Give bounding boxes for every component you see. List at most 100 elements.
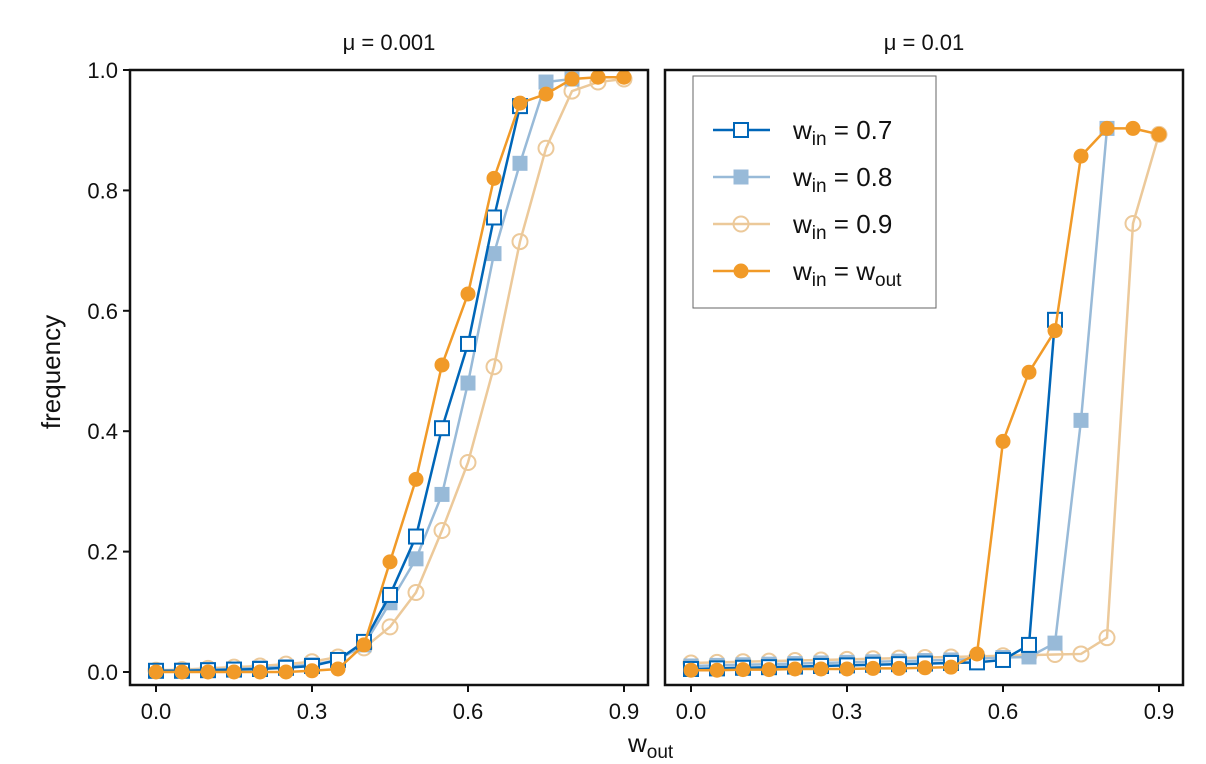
panel-frame [663,68,1185,687]
data-point [1047,323,1063,339]
data-point [995,433,1011,449]
data-point [917,660,933,676]
y-axis-label: frequency [36,315,66,429]
data-point [512,95,528,111]
legend-label: win = 0.9 [792,209,892,244]
series-2 [147,70,633,679]
x-axis-label: wout [627,728,674,763]
data-point [616,69,632,85]
legend-marker [732,215,750,233]
series-1 [148,71,580,679]
y-tick-label: 1.0 [87,58,118,83]
data-point [538,86,554,102]
x-tick-label: 0.9 [609,699,640,724]
data-point [460,286,476,302]
y-tick-label: 0.4 [87,419,118,444]
series-line [155,77,573,673]
panel-frame [128,68,650,687]
data-point [1098,629,1116,647]
x-tick-label: 0.3 [832,699,863,724]
legend-label: win = 0.8 [792,162,892,197]
data-point [304,663,320,679]
legend-label: win = wout [792,256,902,291]
data-point [683,662,699,678]
data-point [1099,120,1115,136]
data-point [865,660,881,676]
data-point [1125,120,1141,136]
data-point [512,155,528,171]
panel-title: μ = 0.01 [884,30,965,55]
data-point [382,586,398,603]
y-tick-label: 0.0 [87,660,118,685]
x-tick-label: 0.6 [988,699,1019,724]
data-point [252,664,268,680]
data-point [511,233,529,251]
data-point [1021,364,1037,380]
data-point [278,664,294,680]
data-point [148,664,164,680]
panel-1: μ = 0.01 0.0 0.3 0.6 0.9 [663,30,1185,724]
data-point [434,420,450,437]
data-point [486,246,502,262]
series-line [155,77,625,672]
legend-marker [733,122,749,138]
data-point [226,664,242,680]
y-tick-label: 0.2 [87,540,118,565]
data-point [460,375,476,391]
data-point [434,357,450,373]
data-point [1073,148,1089,164]
panel-0: μ = 0.001 0.0 0.3 0.6 0.9 0.0 0.2 0.4 0.6 0.8 1.0 [87,30,650,724]
panel-title: μ = 0.001 [343,30,436,55]
data-point [590,69,606,85]
data-point [330,661,346,677]
x-tick-label: 0.0 [141,699,172,724]
data-point [787,661,803,677]
data-point [459,454,477,472]
data-point [382,554,398,570]
data-point [486,209,502,226]
data-point [200,664,216,680]
legend: win = 0.7 win = 0.8 win = 0.9 win = wout [692,75,937,309]
data-point [460,335,476,352]
data-point [486,170,502,186]
data-point [356,637,372,653]
x-tick-label: 0.9 [1144,699,1175,724]
data-point [969,646,985,662]
legend-label: win = 0.7 [792,115,892,150]
y-tick-label: 0.6 [87,299,118,324]
data-point [433,522,451,540]
data-point [537,139,555,157]
data-point [407,584,425,602]
x-tick-label: 0.3 [297,699,328,724]
data-point [709,662,725,678]
x-tick-label: 0.6 [453,699,484,724]
data-point [735,662,751,678]
data-point [813,661,829,677]
data-point [1151,126,1167,142]
data-point [839,661,855,677]
series-line [690,319,1057,671]
data-point [381,618,399,636]
y-tick-label: 0.8 [87,178,118,203]
data-point [1073,412,1089,428]
legend-box [692,75,937,309]
data-point [538,74,554,90]
data-point [408,471,424,487]
data-point [564,71,580,87]
series-3 [683,120,1167,678]
series-line [156,75,624,674]
data-point [434,486,450,502]
legend-marker [733,169,749,185]
data-point [1047,635,1063,651]
series-0 [683,311,1063,677]
data-point [1124,215,1142,233]
data-point [761,662,777,678]
data-point [943,659,959,675]
data-point [485,358,503,376]
data-point [1072,645,1090,663]
data-point [1021,636,1037,653]
data-point [408,528,424,545]
legend-marker [733,263,749,279]
data-point [1021,649,1037,665]
